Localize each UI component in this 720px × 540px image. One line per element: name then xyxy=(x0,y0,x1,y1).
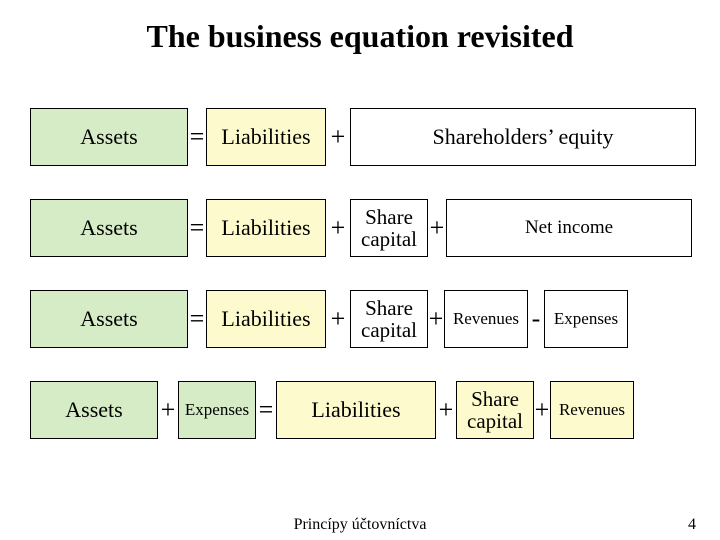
eq-box: Assets xyxy=(30,199,188,257)
equation-row: Assets=Liabilities+Shareholders’ equity xyxy=(30,108,706,166)
equation-row: Assets+Expenses=Liabilities+Share capita… xyxy=(30,381,706,439)
eq-operator: - xyxy=(528,290,544,348)
eq-operator: + xyxy=(534,381,550,439)
eq-box: Share capital xyxy=(456,381,534,439)
eq-operator: + xyxy=(428,290,444,348)
footer-text: Princípy účtovníctva xyxy=(294,516,427,534)
eq-box: Revenues xyxy=(550,381,634,439)
equation-row: Assets=Liabilities+Share capital+Revenue… xyxy=(30,290,706,348)
eq-operator: = xyxy=(188,290,206,348)
eq-box: Shareholders’ equity xyxy=(350,108,696,166)
eq-operator: + xyxy=(326,199,350,257)
eq-operator: + xyxy=(326,108,350,166)
equation-row: Assets=Liabilities+Share capital+Net inc… xyxy=(30,199,706,257)
eq-box: Liabilities xyxy=(206,108,326,166)
eq-operator: + xyxy=(158,381,178,439)
page-number: 4 xyxy=(688,516,696,534)
eq-operator: = xyxy=(188,108,206,166)
eq-box: Share capital xyxy=(350,290,428,348)
equation-rows: Assets=Liabilities+Shareholders’ equityA… xyxy=(30,108,706,472)
eq-operator: + xyxy=(326,290,350,348)
eq-box: Expenses xyxy=(544,290,628,348)
eq-box: Liabilities xyxy=(206,199,326,257)
eq-operator: + xyxy=(436,381,456,439)
eq-box: Net income xyxy=(446,199,692,257)
eq-operator: = xyxy=(256,381,276,439)
eq-operator: = xyxy=(188,199,206,257)
eq-box: Revenues xyxy=(444,290,528,348)
eq-box: Assets xyxy=(30,290,188,348)
eq-box: Share capital xyxy=(350,199,428,257)
eq-box: Assets xyxy=(30,381,158,439)
eq-operator: + xyxy=(428,199,446,257)
eq-box: Expenses xyxy=(178,381,256,439)
eq-box: Liabilities xyxy=(276,381,436,439)
eq-box: Assets xyxy=(30,108,188,166)
slide-title: The business equation revisited xyxy=(0,0,720,55)
eq-box: Liabilities xyxy=(206,290,326,348)
